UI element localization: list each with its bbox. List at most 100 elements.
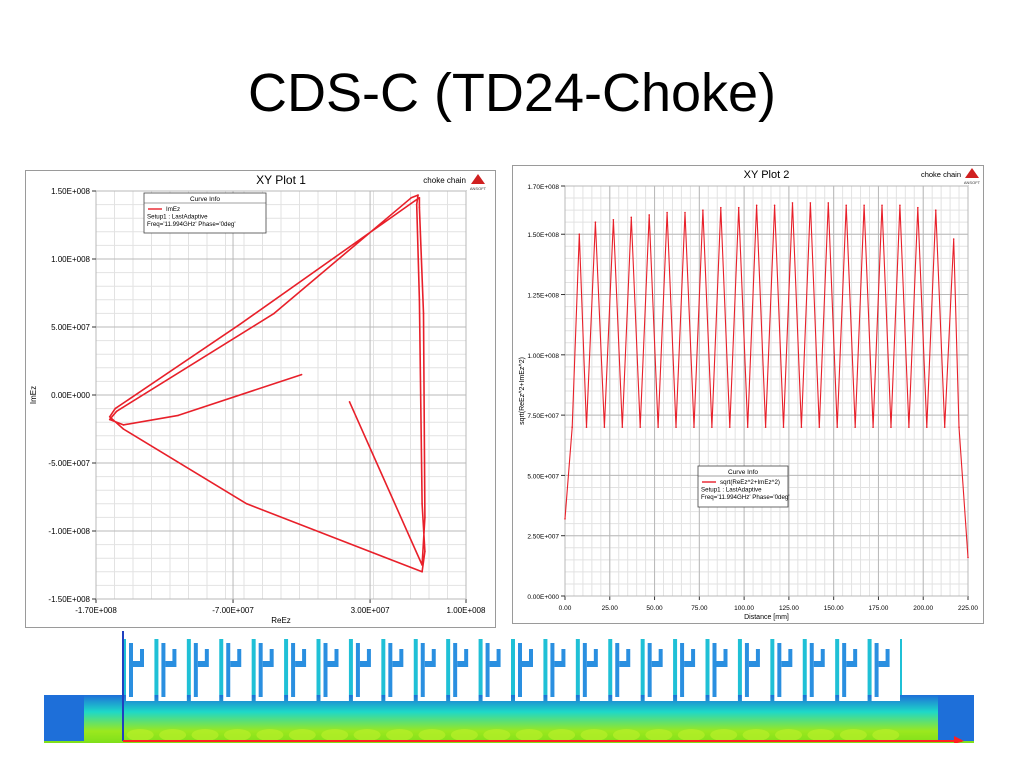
series-point bbox=[657, 426, 659, 428]
cell-field-hotspot bbox=[775, 729, 803, 741]
xy-plot-1: -1.70E+008 -7.00E+007 3.00E+007 1.00E+008 1.… bbox=[25, 170, 496, 628]
cell-slot bbox=[647, 643, 652, 697]
y-tick-label: 1.00E+008 bbox=[527, 353, 559, 360]
cell-choke-arm bbox=[878, 661, 889, 667]
legend-frame bbox=[697, 465, 789, 508]
series-point bbox=[630, 216, 633, 219]
series-point bbox=[872, 426, 874, 428]
series-point bbox=[702, 209, 704, 211]
cell-choke-stub bbox=[496, 649, 501, 667]
x-axis-label: Distance [mm] bbox=[744, 614, 789, 621]
series-point bbox=[410, 197, 412, 199]
legend-title: Curve Info bbox=[190, 196, 220, 203]
y-tick-label: 1.00E+008 bbox=[51, 255, 90, 264]
ansoft-logo-mark bbox=[965, 168, 979, 178]
cell-field-hotspot bbox=[418, 729, 446, 741]
series-point bbox=[417, 194, 419, 196]
cell-slot bbox=[744, 643, 749, 697]
y-tick-label: 1.25E+008 bbox=[527, 293, 559, 300]
ansoft-logo: ANSOFT bbox=[964, 168, 981, 185]
cell-vane bbox=[167, 675, 174, 697]
cell-choke-stub bbox=[561, 649, 566, 667]
cell-slot bbox=[582, 643, 587, 697]
cell-slot bbox=[680, 643, 685, 697]
cell-vane bbox=[783, 675, 790, 697]
series-point bbox=[648, 214, 650, 216]
cell-choke-stub bbox=[464, 649, 469, 667]
choke-cell bbox=[320, 631, 349, 741]
choke-cell bbox=[515, 631, 544, 741]
cell-choke-arm bbox=[619, 661, 630, 667]
cell-vane bbox=[556, 675, 563, 697]
cell-choke-arm bbox=[359, 661, 370, 667]
series-point bbox=[693, 426, 695, 428]
choke-cell bbox=[450, 631, 479, 741]
series-point bbox=[424, 550, 426, 553]
series-point bbox=[114, 407, 116, 410]
series-point bbox=[854, 426, 856, 428]
cell-choke-stub bbox=[691, 649, 696, 667]
x-tick-label: 75.00 bbox=[691, 605, 708, 612]
xy-plot-2-canvas: 0.00 25.00 50.00 75.00 100.00 125.00 150.00 175… bbox=[519, 168, 981, 621]
y-tick-label: 0.00E+000 bbox=[51, 391, 90, 400]
series-point bbox=[585, 426, 588, 428]
cell-choke-stub bbox=[723, 649, 728, 667]
cell-choke-arm bbox=[684, 661, 695, 667]
x-tick-label: -7.00E+007 bbox=[212, 606, 254, 615]
series-point bbox=[421, 571, 423, 573]
cell-field-hotspot bbox=[126, 729, 154, 741]
y-tick-label: 0.00E+000 bbox=[527, 594, 559, 601]
series-point bbox=[612, 218, 615, 221]
series-point bbox=[863, 204, 865, 207]
series-point bbox=[958, 426, 960, 428]
cell-choke-stub bbox=[593, 649, 598, 667]
series-point bbox=[791, 202, 794, 204]
cell-slot bbox=[129, 643, 133, 697]
cell-slot bbox=[809, 643, 814, 697]
cell-vane bbox=[459, 675, 466, 697]
cell-field-hotspot bbox=[548, 729, 576, 741]
choke-cell bbox=[385, 631, 414, 741]
cell-choke-arm bbox=[392, 661, 403, 667]
cell-slot bbox=[874, 643, 879, 697]
series-point bbox=[737, 206, 740, 209]
cell-slot bbox=[193, 643, 198, 697]
y-tick-label: -1.00E+008 bbox=[48, 527, 90, 536]
legend-entry: Freq='11.994GHz' Phase='0deg' bbox=[701, 494, 790, 501]
cell-vane bbox=[621, 675, 628, 697]
cell-vane bbox=[361, 675, 368, 697]
x-tick-label: 175.00 bbox=[868, 605, 888, 612]
cell-field-hotspot bbox=[677, 729, 705, 741]
series-point bbox=[773, 204, 776, 207]
cell-choke-stub bbox=[885, 649, 890, 667]
series-point bbox=[348, 401, 351, 403]
cell-slot bbox=[615, 643, 620, 697]
y-tick-label: 1.70E+008 bbox=[527, 184, 559, 191]
series-point bbox=[422, 312, 425, 315]
cell-field-hotspot bbox=[483, 729, 511, 741]
cell-choke-stub bbox=[269, 649, 274, 667]
y-tick-label: 5.00E+007 bbox=[51, 323, 90, 332]
cell-choke-arm bbox=[651, 661, 662, 667]
cell-vane bbox=[199, 675, 206, 697]
cell-choke-arm bbox=[716, 661, 727, 667]
series-point bbox=[177, 414, 180, 417]
y-tick-label: 5.00E+007 bbox=[527, 473, 559, 480]
cell-field-hotspot bbox=[321, 729, 349, 741]
cell-choke-stub bbox=[334, 649, 339, 667]
choke-chain-field-image bbox=[44, 631, 974, 743]
series-point bbox=[746, 426, 749, 428]
series-point bbox=[418, 197, 421, 199]
x-tick-label: 100.00 bbox=[734, 605, 754, 612]
y-tick-label: 1.50E+008 bbox=[51, 187, 90, 196]
ansoft-logo-mark bbox=[471, 174, 485, 184]
cell-field-hotspot bbox=[223, 729, 251, 741]
cell-vane bbox=[426, 675, 433, 697]
cell-vane bbox=[135, 675, 141, 697]
cell-vane bbox=[232, 675, 239, 697]
choke-cell bbox=[158, 631, 187, 741]
legend-box: Curve Info sqrt(ReEz^2+ImEz^2)Setup1 : La… bbox=[697, 465, 790, 508]
choke-cell bbox=[741, 631, 771, 741]
y-tick-label: 7.50E+007 bbox=[527, 413, 559, 420]
